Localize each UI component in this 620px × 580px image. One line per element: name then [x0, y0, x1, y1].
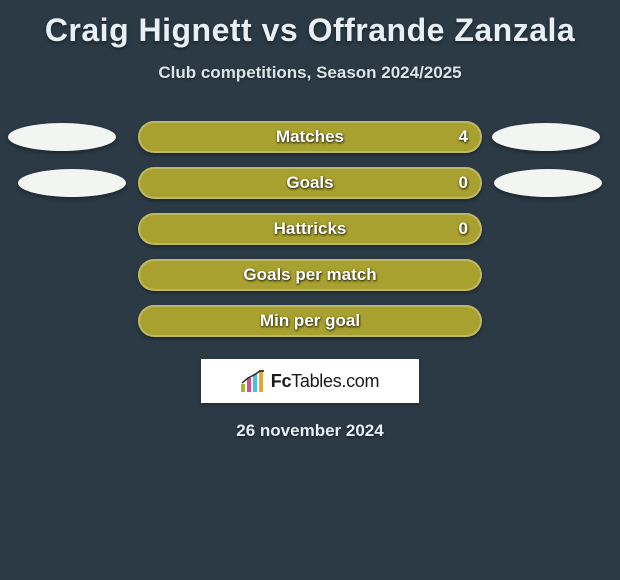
stat-row: Goals per match	[0, 259, 620, 291]
right-ellipse	[494, 169, 602, 197]
stat-bar: Hattricks 0	[138, 213, 482, 245]
stat-label: Goals	[286, 173, 333, 193]
left-ellipse	[18, 169, 126, 197]
stat-value: 0	[459, 219, 468, 239]
fctables-logo: FcTables.com	[201, 359, 419, 403]
left-ellipse	[8, 123, 116, 151]
stat-bar: Goals per match	[138, 259, 482, 291]
stat-label: Hattricks	[274, 219, 347, 239]
stat-label: Goals per match	[243, 265, 376, 285]
stat-row: Matches 4	[0, 121, 620, 153]
stat-bar: Matches 4	[138, 121, 482, 153]
page-title: Craig Hignett vs Offrande Zanzala	[0, 0, 620, 49]
stat-row: Goals 0	[0, 167, 620, 199]
bar-chart-icon	[241, 370, 267, 392]
stat-value: 0	[459, 173, 468, 193]
date-label: 26 november 2024	[0, 421, 620, 441]
logo-text: FcTables.com	[271, 371, 379, 392]
stat-bar: Min per goal	[138, 305, 482, 337]
stat-bar: Goals 0	[138, 167, 482, 199]
right-ellipse	[492, 123, 600, 151]
stats-rows: Matches 4 Goals 0 Hattricks 0 Goals per match M…	[0, 121, 620, 337]
stat-row: Min per goal	[0, 305, 620, 337]
stat-label: Min per goal	[260, 311, 360, 331]
stat-label: Matches	[276, 127, 344, 147]
stat-value: 4	[459, 127, 468, 147]
subtitle: Club competitions, Season 2024/2025	[0, 63, 620, 83]
stat-row: Hattricks 0	[0, 213, 620, 245]
